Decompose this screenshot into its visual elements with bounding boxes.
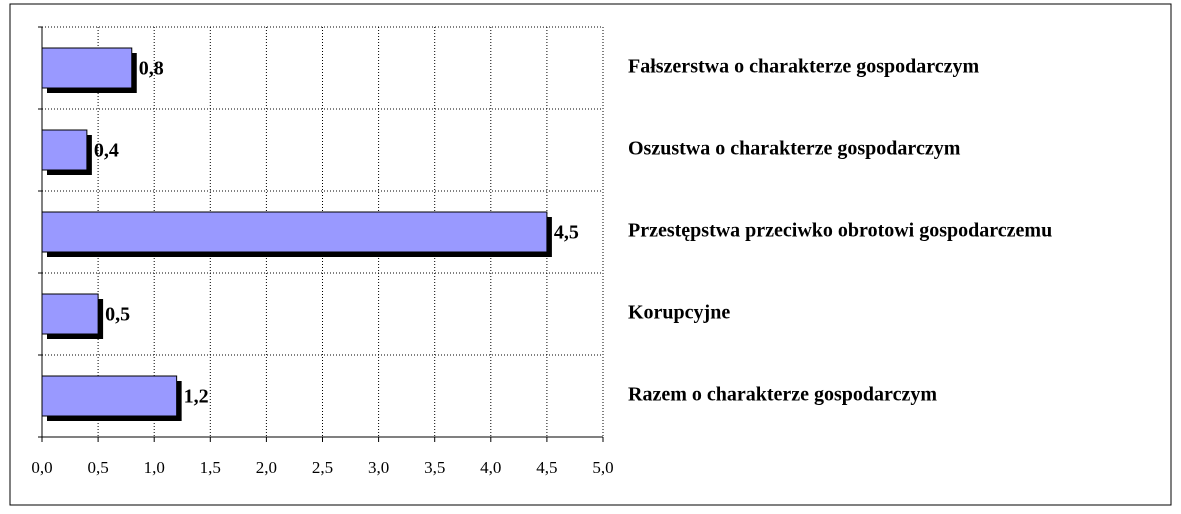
x-tick-label: 3,5 (424, 458, 445, 477)
bar (41, 375, 178, 417)
x-tick-label: 2,5 (312, 458, 333, 477)
value-label: 4,5 (554, 222, 579, 244)
x-tick-label: 5,0 (592, 458, 613, 477)
bar (41, 129, 88, 171)
value-label: 1,2 (184, 386, 209, 408)
category-label: Razem o charakterze gospodarczym (628, 384, 937, 406)
x-tick-label: 1,0 (144, 458, 165, 477)
x-tick-label: 4,5 (536, 458, 557, 477)
category-label: Fałszerstwa o charakterze gospodarczym (628, 56, 980, 78)
value-label: 0,4 (94, 140, 119, 162)
bar (41, 293, 99, 335)
x-tick-label: 2,0 (256, 458, 277, 477)
value-label: 0,5 (105, 304, 130, 326)
bar (41, 47, 133, 89)
category-label: Oszustwa o charakterze gospodarczym (628, 138, 961, 160)
value-label: 0,8 (139, 58, 164, 80)
x-tick-label: 0,0 (31, 458, 52, 477)
x-tick-label: 0,5 (87, 458, 108, 477)
chart-frame (9, 3, 1172, 506)
bar (41, 211, 548, 253)
x-tick-label: 1,5 (200, 458, 221, 477)
category-label: Przestępstwa przeciwko obrotowi gospodar… (628, 220, 1052, 242)
x-tick-label: 4,0 (480, 458, 501, 477)
x-tick-label: 3,0 (368, 458, 389, 477)
category-label: Korupcyjne (628, 302, 730, 324)
